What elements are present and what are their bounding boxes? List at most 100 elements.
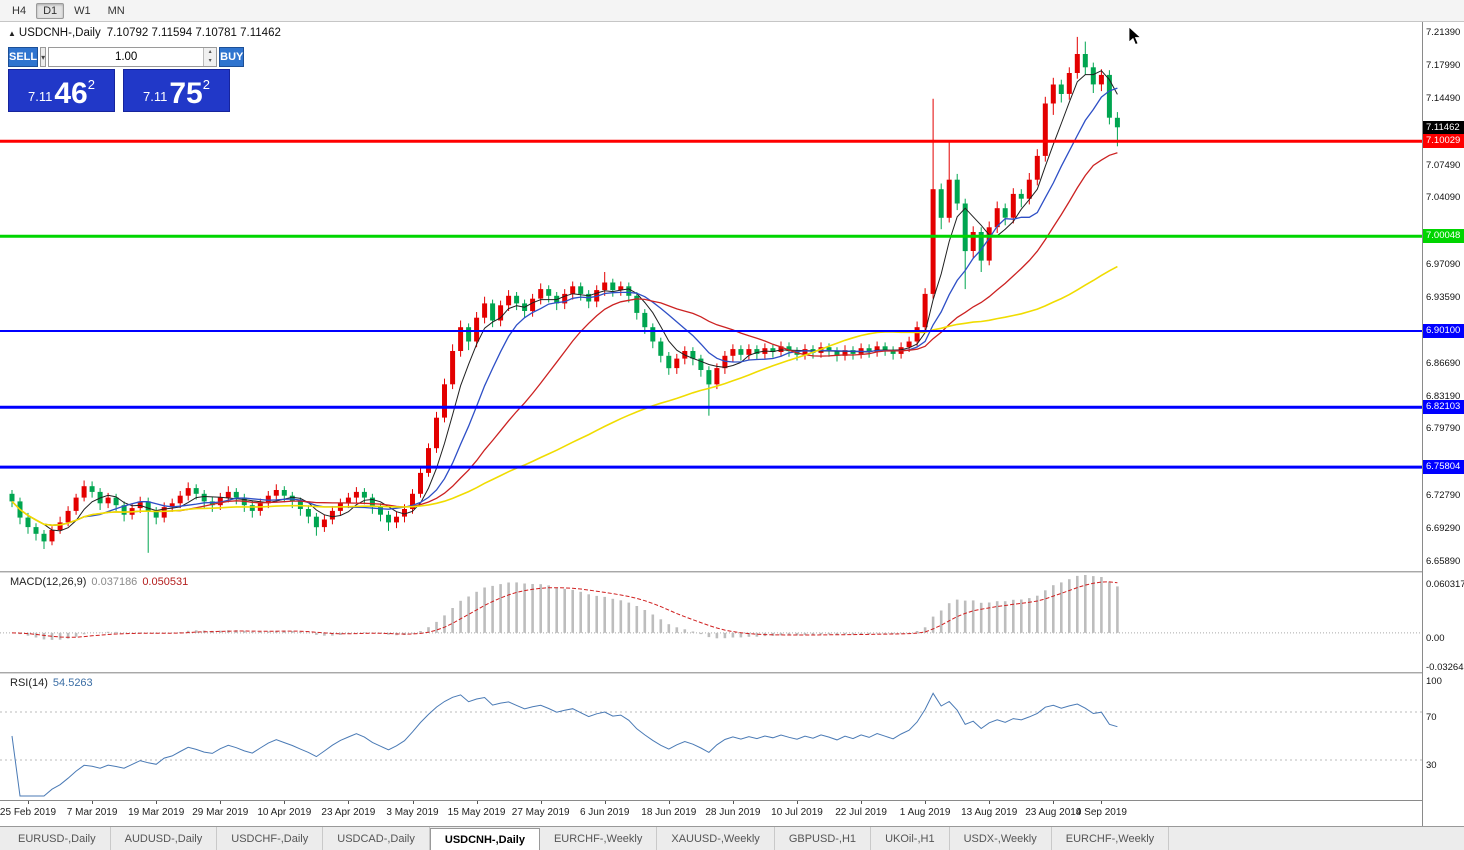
candlestick-chart[interactable] (0, 22, 1422, 571)
panel-splitter[interactable] (0, 571, 1422, 573)
volume-stepper: ▴ ▾ (203, 48, 217, 66)
buy-price-display[interactable]: 7.11 75 2 (123, 69, 230, 112)
timeframe-button-mn[interactable]: MN (107, 4, 125, 17)
hline-price-box: 6.90100 (1423, 324, 1464, 338)
sell-button[interactable]: SELL (8, 47, 39, 67)
date-tick-mark (412, 801, 414, 804)
date-label: 18 Jun 2019 (641, 807, 697, 818)
date-tick-mark (220, 801, 222, 804)
hline-price-box: 6.82103 (1423, 400, 1464, 415)
volume-field-wrap: ▴ ▾ (48, 47, 218, 67)
macd-label: MACD(12,26,9) 0.037186 0.050531 (10, 576, 188, 588)
date-tick-mark (668, 801, 670, 804)
chart-tab-usdcnh-daily[interactable]: USDCNH-,Daily (429, 828, 540, 850)
macd-signal-value: 0.050531 (142, 576, 189, 588)
mouse-cursor (1128, 26, 1142, 46)
date-label: 1 Aug 2019 (899, 807, 951, 818)
chart-tab-gbpusd-h1[interactable]: GBPUSD-,H1 (775, 827, 872, 850)
chart-tab-usdcad-daily[interactable]: USDCAD-,Daily (323, 827, 430, 850)
date-label: 6 Jun 2019 (579, 807, 630, 818)
volume-dropdown-button[interactable]: ▾ (40, 47, 47, 67)
date-label: 25 Feb 2019 (0, 807, 57, 818)
date-tick-mark (1053, 801, 1055, 804)
date-label: 10 Jul 2019 (771, 807, 823, 818)
date-tick-mark (284, 801, 286, 804)
date-tick-mark (476, 801, 478, 804)
timeframe-button-d1[interactable]: D1 (36, 2, 65, 19)
timeframe-button-h4[interactable]: H4 (12, 4, 27, 17)
price-tick-label: 6.86690 (1426, 357, 1461, 369)
chart-tab-xauusd-weekly[interactable]: XAUUSD-,Weekly (657, 827, 775, 850)
date-label: 15 May 2019 (447, 807, 506, 818)
chart-tabs-bar: EURUSD-,Daily AUDUSD-,Daily USDCHF-,Daily U… (0, 826, 1464, 850)
chart-title: ▲ USDCNH-,Daily 7.10792 7.11594 7.10781 7.… (8, 27, 281, 39)
macd-name: MACD(12,26,9) (10, 576, 87, 588)
date-label: 29 Mar 2019 (192, 807, 249, 818)
chart-tab-usdchf-daily[interactable]: USDCHF-,Daily (217, 827, 324, 850)
rsi-value: 54.5263 (52, 677, 93, 689)
rsi-name: RSI(14) (10, 677, 48, 689)
chart-window-icon: ▲ (8, 29, 16, 38)
sell-price-pips: 46 (54, 77, 88, 110)
chart-tab-ukoil-h1[interactable]: UKOil-,H1 (871, 827, 950, 850)
date-label: 22 Jul 2019 (835, 807, 887, 818)
date-tick-mark (1101, 801, 1103, 804)
date-label: 7 Mar 2019 (66, 807, 118, 818)
sell-price-display[interactable]: 7.11 46 2 (8, 69, 115, 112)
date-tick-mark (604, 801, 606, 804)
volume-increase-button[interactable]: ▴ (204, 48, 217, 57)
price-tick-label: 7.07490 (1426, 159, 1461, 171)
date-label: 10 Apr 2019 (257, 807, 312, 818)
date-label: 19 Mar 2019 (128, 807, 185, 818)
rsi-indicator-panel[interactable] (0, 674, 1422, 800)
price-tick-label: 7.21390 (1426, 27, 1461, 39)
date-label: 23 Apr 2019 (321, 807, 376, 818)
date-label: 3 May 2019 (386, 807, 439, 818)
date-tick-mark (540, 801, 542, 804)
chart-tab-eurchf-weekly[interactable]: EURCHF-,Weekly (540, 827, 658, 850)
price-tick-label: 6.83190 (1426, 390, 1461, 402)
date-axis[interactable]: 25 Feb 2019 7 Mar 2019 19 Mar 2019 29 Mar 2… (0, 800, 1422, 826)
date-label: 28 Jun 2019 (705, 807, 761, 818)
chart-tab-usdx-weekly[interactable]: USDX-,Weekly (950, 827, 1052, 850)
macd-scale-zero: 0.00 (1426, 632, 1445, 644)
macd-main-value: 0.037186 (91, 576, 138, 588)
hline-price-box: 7.00048 (1423, 229, 1464, 244)
hline-price-box: 7.10029 (1423, 134, 1464, 149)
date-tick-mark (797, 801, 798, 804)
date-tick-mark (989, 801, 991, 804)
rsi-label: RSI(14) 54.5263 (10, 677, 93, 689)
chart-ohlc-values: 7.10792 7.11594 7.10781 7.11462 (106, 27, 281, 39)
buy-price-point: 2 (202, 77, 210, 92)
timeframe-button-w1[interactable]: W1 (74, 4, 91, 17)
buy-button[interactable]: BUY (219, 47, 245, 67)
volume-decrease-button[interactable]: ▾ (204, 57, 217, 66)
current-price-box: 7.11462 (1423, 120, 1464, 135)
chart-tab-audusd-daily[interactable]: AUDUSD-,Daily (111, 827, 218, 850)
price-tick-label: 6.97090 (1426, 258, 1461, 270)
chart-tab-eurusd-daily[interactable]: EURUSD-,Daily (4, 827, 111, 850)
date-tick-mark (348, 801, 350, 804)
buy-price-pips: 75 (169, 77, 203, 110)
price-axis[interactable]: 7.21390 7.17990 7.14490 7.07490 7.04090 6.970… (1422, 22, 1464, 826)
rsi-scale-label: 70 (1426, 712, 1437, 723)
price-tick-label: 7.14490 (1426, 92, 1461, 104)
timeframe-toolbar: H4 D1 W1 MN (0, 0, 1464, 22)
date-tick-mark (925, 801, 927, 804)
date-label: 23 Aug 2019 (1025, 807, 1082, 818)
macd-indicator-panel[interactable] (0, 573, 1422, 672)
date-label: 4 Sep 2019 (1075, 807, 1127, 818)
sell-price-point: 2 (87, 77, 95, 92)
volume-input[interactable] (49, 48, 204, 66)
date-tick-mark (28, 801, 29, 804)
date-tick-mark (156, 801, 158, 804)
chart-tab-eurchf-weekly[interactable]: EURCHF-,Weekly (1052, 827, 1170, 850)
price-tick-label: 6.65890 (1426, 555, 1461, 567)
date-tick-mark (732, 801, 734, 804)
chevron-down-icon: ▾ (41, 52, 46, 62)
price-tick-label: 6.69290 (1426, 523, 1461, 535)
chart-symbol-label: USDCNH-,Daily (18, 27, 101, 39)
macd-scale-max: 0.060317 (1426, 579, 1464, 590)
panel-splitter[interactable] (0, 672, 1422, 674)
